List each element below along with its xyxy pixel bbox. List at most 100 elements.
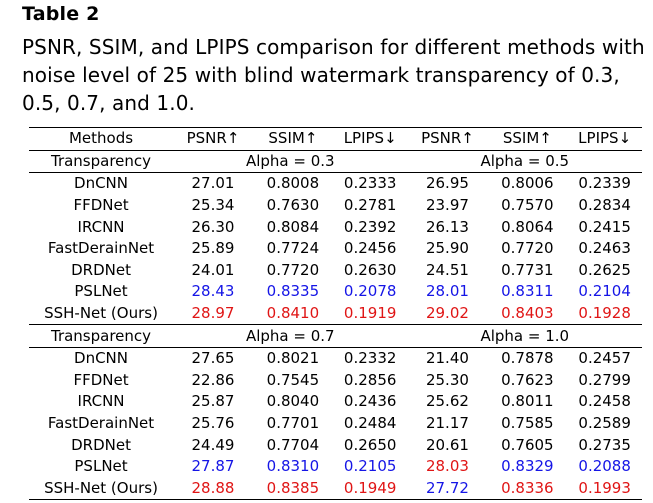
metric-value: 0.8021	[266, 349, 320, 368]
method-name: PSLNet	[74, 282, 128, 301]
metric-value: 0.2650	[343, 435, 397, 454]
method-name: IRCNN	[77, 392, 125, 411]
method-name: FFDNet	[73, 196, 129, 215]
table-row: DRDNet 24.01 0.7720 0.2630 24.51 0.7731 0.2625	[29, 260, 642, 282]
method-name: DnCNN	[74, 349, 129, 368]
metric-value: 0.2735	[578, 435, 631, 454]
metric-value: 0.2589	[578, 414, 631, 433]
metric-value: 25.89	[191, 239, 235, 258]
metric-value: 0.7630	[266, 196, 320, 215]
method-name: FastDerainNet	[47, 414, 155, 433]
method-name: SSH-Net (Ours)	[29, 477, 174, 501]
metric-value: 0.8403	[501, 304, 554, 323]
column-header-lpips: LPIPS↓	[567, 127, 642, 151]
method-name: DRDNet	[71, 260, 131, 279]
metric-value: 0.2458	[578, 392, 631, 411]
metric-value: 0.1919	[343, 304, 397, 323]
metric-value: 27.65	[191, 349, 235, 368]
metric-value: 0.2415	[578, 217, 631, 236]
metric-value: 28.01	[425, 282, 469, 301]
metric-value: 28.03	[425, 457, 469, 476]
metric-value: 0.7623	[501, 370, 554, 389]
method-name: DRDNet	[71, 435, 131, 454]
table-row: DRDNet 24.49 0.7704 0.2650 20.61 0.7605 0.2735	[29, 434, 642, 456]
column-header-lpips: LPIPS↓	[332, 127, 408, 151]
metric-value: 21.17	[425, 414, 469, 433]
metric-value: 26.30	[191, 217, 235, 236]
metric-value: 0.8336	[487, 477, 568, 501]
transparency-label: Transparency	[29, 150, 174, 174]
metric-value: 0.7545	[266, 370, 320, 389]
metric-value: 20.61	[425, 435, 469, 454]
method-name: FastDerainNet	[47, 239, 155, 258]
metric-value: 0.2105	[343, 457, 397, 476]
table-row: IRCNN 26.30 0.8084 0.2392 26.13 0.8064 0.2415	[29, 216, 642, 238]
metric-value: 0.8011	[501, 392, 554, 411]
metric-value: 27.01	[191, 174, 235, 193]
metric-value: 0.1993	[567, 477, 642, 501]
metric-value: 0.7704	[266, 435, 320, 454]
metric-value: 25.76	[191, 414, 235, 433]
metric-value: 0.8335	[266, 282, 320, 301]
column-header-methods: Methods	[29, 127, 174, 151]
column-header-psnr: PSNR↑	[173, 127, 253, 151]
method-name: DnCNN	[74, 174, 129, 193]
metric-value: 0.8040	[266, 392, 320, 411]
metric-value: 0.2078	[343, 282, 397, 301]
metric-value: 0.7720	[266, 260, 320, 279]
method-name: SSH-Net (Ours)	[44, 304, 158, 323]
metric-value: 0.2332	[343, 349, 397, 368]
metric-value: 25.87	[191, 392, 235, 411]
metric-value: 0.8084	[266, 217, 320, 236]
metric-value: 29.02	[425, 304, 469, 323]
metric-value: 25.90	[425, 239, 469, 258]
metric-value: 0.2799	[578, 370, 631, 389]
metric-value: 0.2392	[343, 217, 397, 236]
metric-value: 0.2834	[578, 196, 631, 215]
metric-value: 24.49	[191, 435, 235, 454]
metric-value: 24.01	[191, 260, 235, 279]
method-name: FFDNet	[73, 370, 129, 389]
method-name: IRCNN	[77, 217, 125, 236]
transparency-label: Transparency	[29, 324, 174, 348]
metric-value: 0.2104	[578, 282, 631, 301]
table-row: FastDerainNet 25.76 0.7701 0.2484 21.17 0.758…	[29, 413, 642, 435]
metric-value: 26.95	[425, 174, 469, 193]
metric-value: 0.7585	[501, 414, 554, 433]
table-row: FFDNet 22.86 0.7545 0.2856 25.30 0.7623 0.2799	[29, 370, 642, 392]
metric-value: 22.86	[191, 370, 235, 389]
transparency-row: Transparency Alpha = 0.7 Alpha = 1.0	[29, 324, 642, 348]
alpha-group-left: Alpha = 0.3	[173, 150, 408, 174]
metric-value: 0.2339	[578, 174, 631, 193]
metric-value: 0.8310	[266, 457, 320, 476]
table-row: FFDNet 25.34 0.7630 0.2781 23.97 0.7570 0.2834	[29, 195, 642, 217]
metric-value: 0.8385	[252, 477, 333, 501]
metric-value: 28.97	[191, 304, 235, 323]
metric-value: 0.7605	[501, 435, 554, 454]
metric-value: 0.2457	[578, 349, 631, 368]
table-row: PSLNet 28.43 0.8335 0.2078 28.01 0.8311 0.2104	[29, 281, 642, 303]
metric-value: 0.2088	[578, 457, 631, 476]
metric-value: 28.43	[191, 282, 235, 301]
metric-value: 25.30	[425, 370, 469, 389]
metric-value: 0.7724	[266, 239, 320, 258]
metric-value: 0.8311	[501, 282, 554, 301]
metric-value: 0.1928	[578, 304, 631, 323]
metric-value: 0.2630	[343, 260, 397, 279]
table-row: SSH-Net (Ours) 28.88 0.8385 0.1949 27.72 0.83…	[29, 477, 642, 501]
metric-value: 0.7731	[501, 260, 554, 279]
alpha-group-right: Alpha = 1.0	[407, 324, 642, 348]
results-table: Methods PSNR↑ SSIM↑ LPIPS↓ PSNR↑ SSIM↑ L…	[29, 127, 642, 501]
metric-value: 0.2333	[343, 174, 397, 193]
metric-value: 21.40	[425, 349, 469, 368]
method-name: PSLNet	[74, 457, 128, 476]
column-header-ssim: SSIM↑	[487, 127, 568, 151]
metric-value: 0.8006	[501, 174, 554, 193]
metric-value: 0.2484	[343, 414, 397, 433]
metric-value: 0.2436	[343, 392, 397, 411]
metric-value: 0.7570	[501, 196, 554, 215]
metric-value: 0.8410	[266, 304, 320, 323]
table-row: SSH-Net (Ours) 28.97 0.8410 0.1919 29.02 0.84…	[29, 303, 642, 325]
alpha-group-right: Alpha = 0.5	[407, 150, 642, 174]
